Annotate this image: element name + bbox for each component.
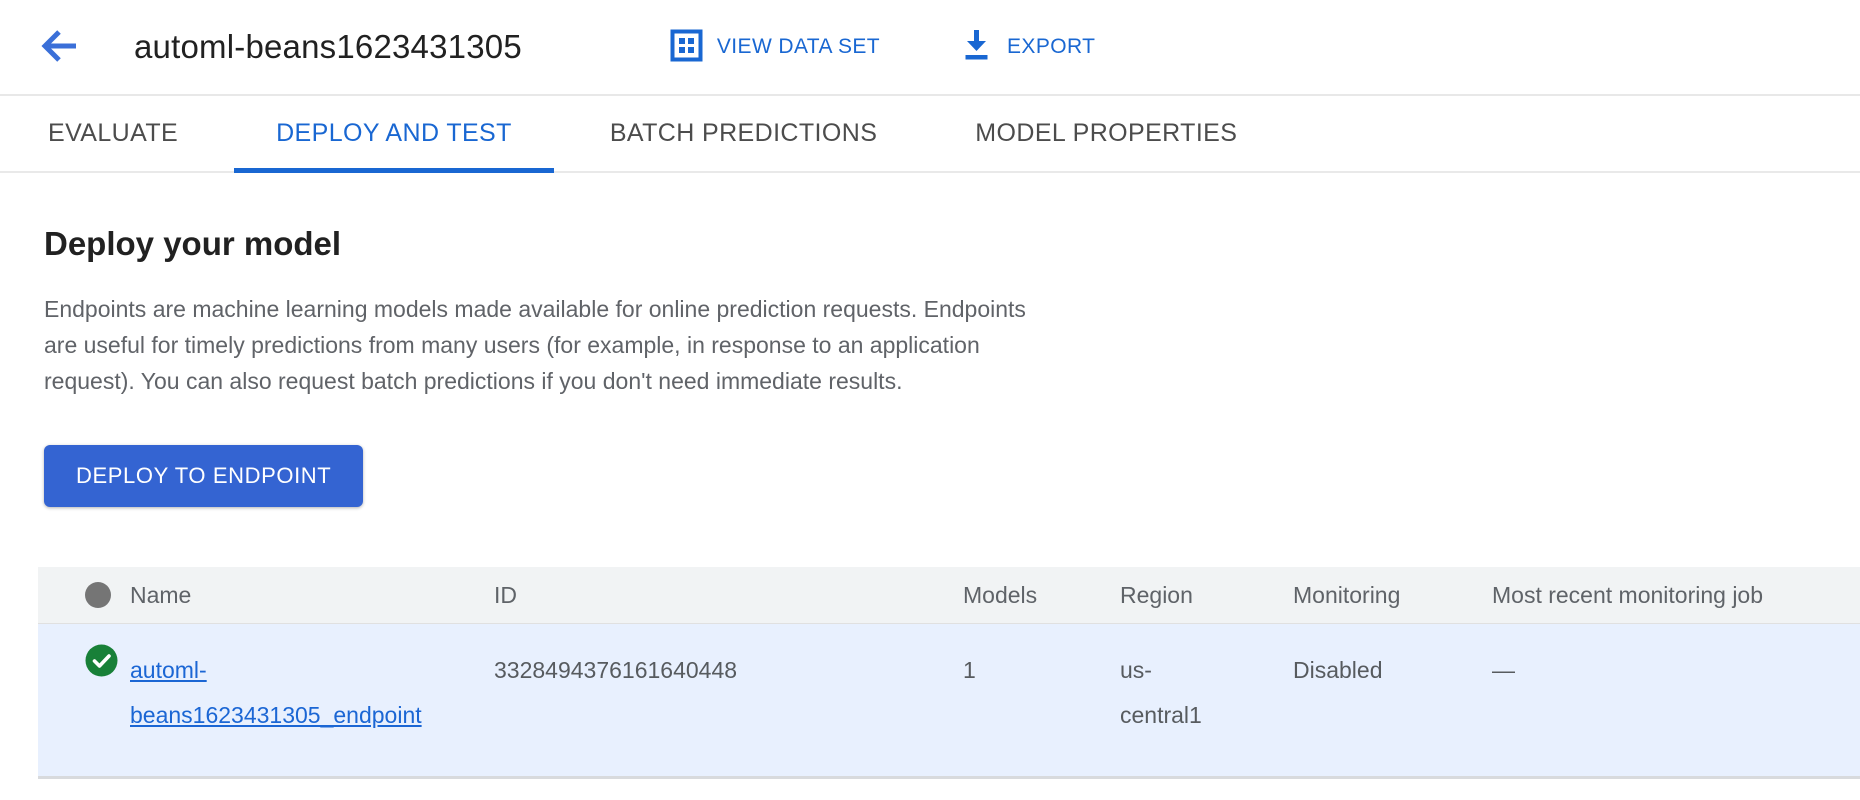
main-content: Deploy your model Endpoints are machine …: [0, 225, 1860, 507]
description-line: request). You can also request batch pre…: [44, 368, 903, 394]
column-header-id: ID: [494, 581, 517, 608]
models-cell: 1: [963, 657, 976, 683]
endpoint-link[interactable]: automl- beans1623431305_endpoint: [130, 657, 422, 728]
column-header-monitoring: Monitoring: [1293, 581, 1401, 608]
check-circle-icon: [85, 644, 118, 681]
export-label: EXPORT: [1007, 35, 1096, 58]
page-title: automl-beans1623431305: [134, 28, 522, 65]
region-cell: us- central1: [1120, 657, 1202, 728]
deploy-description: Endpoints are machine learning models ma…: [44, 291, 1860, 399]
view-dataset-label: VIEW DATA SET: [716, 35, 881, 58]
deploy-to-endpoint-button[interactable]: DEPLOY TO ENDPOINT: [44, 445, 364, 507]
status-column-header: [38, 582, 130, 608]
description-line: are useful for timely predictions from m…: [44, 332, 980, 358]
column-header-name: Name: [130, 581, 192, 608]
table-header-row: Name ID Models Region Monitoring Most re…: [38, 567, 1860, 624]
dataset-grid-icon: [670, 29, 703, 65]
back-button[interactable]: [38, 25, 82, 69]
tab-evaluate[interactable]: EVALUATE: [48, 119, 179, 147]
monitoring-cell: Disabled: [1293, 657, 1383, 683]
app-bar: automl-beans1623431305 VIEW DATA SET EXP…: [0, 0, 1860, 96]
endpoints-table: Name ID Models Region Monitoring Most re…: [38, 567, 1860, 779]
tab-bar: EVALUATE DEPLOY AND TEST BATCH PREDICTIO…: [0, 96, 1860, 173]
view-dataset-button[interactable]: VIEW DATA SET: [670, 29, 880, 65]
column-header-most-recent-monitoring-job: Most recent monitoring job: [1492, 581, 1764, 608]
section-heading: Deploy your model: [44, 225, 342, 262]
tab-batch-predictions[interactable]: BATCH PREDICTIONS: [609, 119, 878, 147]
description-line: Endpoints are machine learning models ma…: [44, 296, 1026, 322]
column-header-models: Models: [963, 581, 1038, 608]
export-button[interactable]: EXPORT: [960, 28, 1095, 66]
status-cell: [38, 624, 130, 776]
back-arrow-icon: [39, 27, 81, 68]
tab-deploy-and-test[interactable]: DEPLOY AND TEST: [234, 96, 554, 173]
status-circle-icon: [85, 582, 111, 608]
tab-model-properties[interactable]: MODEL PROPERTIES: [975, 119, 1238, 147]
download-icon: [960, 28, 993, 66]
name-cell: automl- beans1623431305_endpoint: [130, 624, 494, 776]
id-cell: 3328494376161640448: [494, 657, 738, 683]
endpoint-table-row: automl- beans1623431305_endpoint 3328494…: [38, 624, 1860, 779]
most-recent-monitoring-job-cell: —: [1492, 657, 1515, 683]
column-header-region: Region: [1120, 581, 1193, 608]
